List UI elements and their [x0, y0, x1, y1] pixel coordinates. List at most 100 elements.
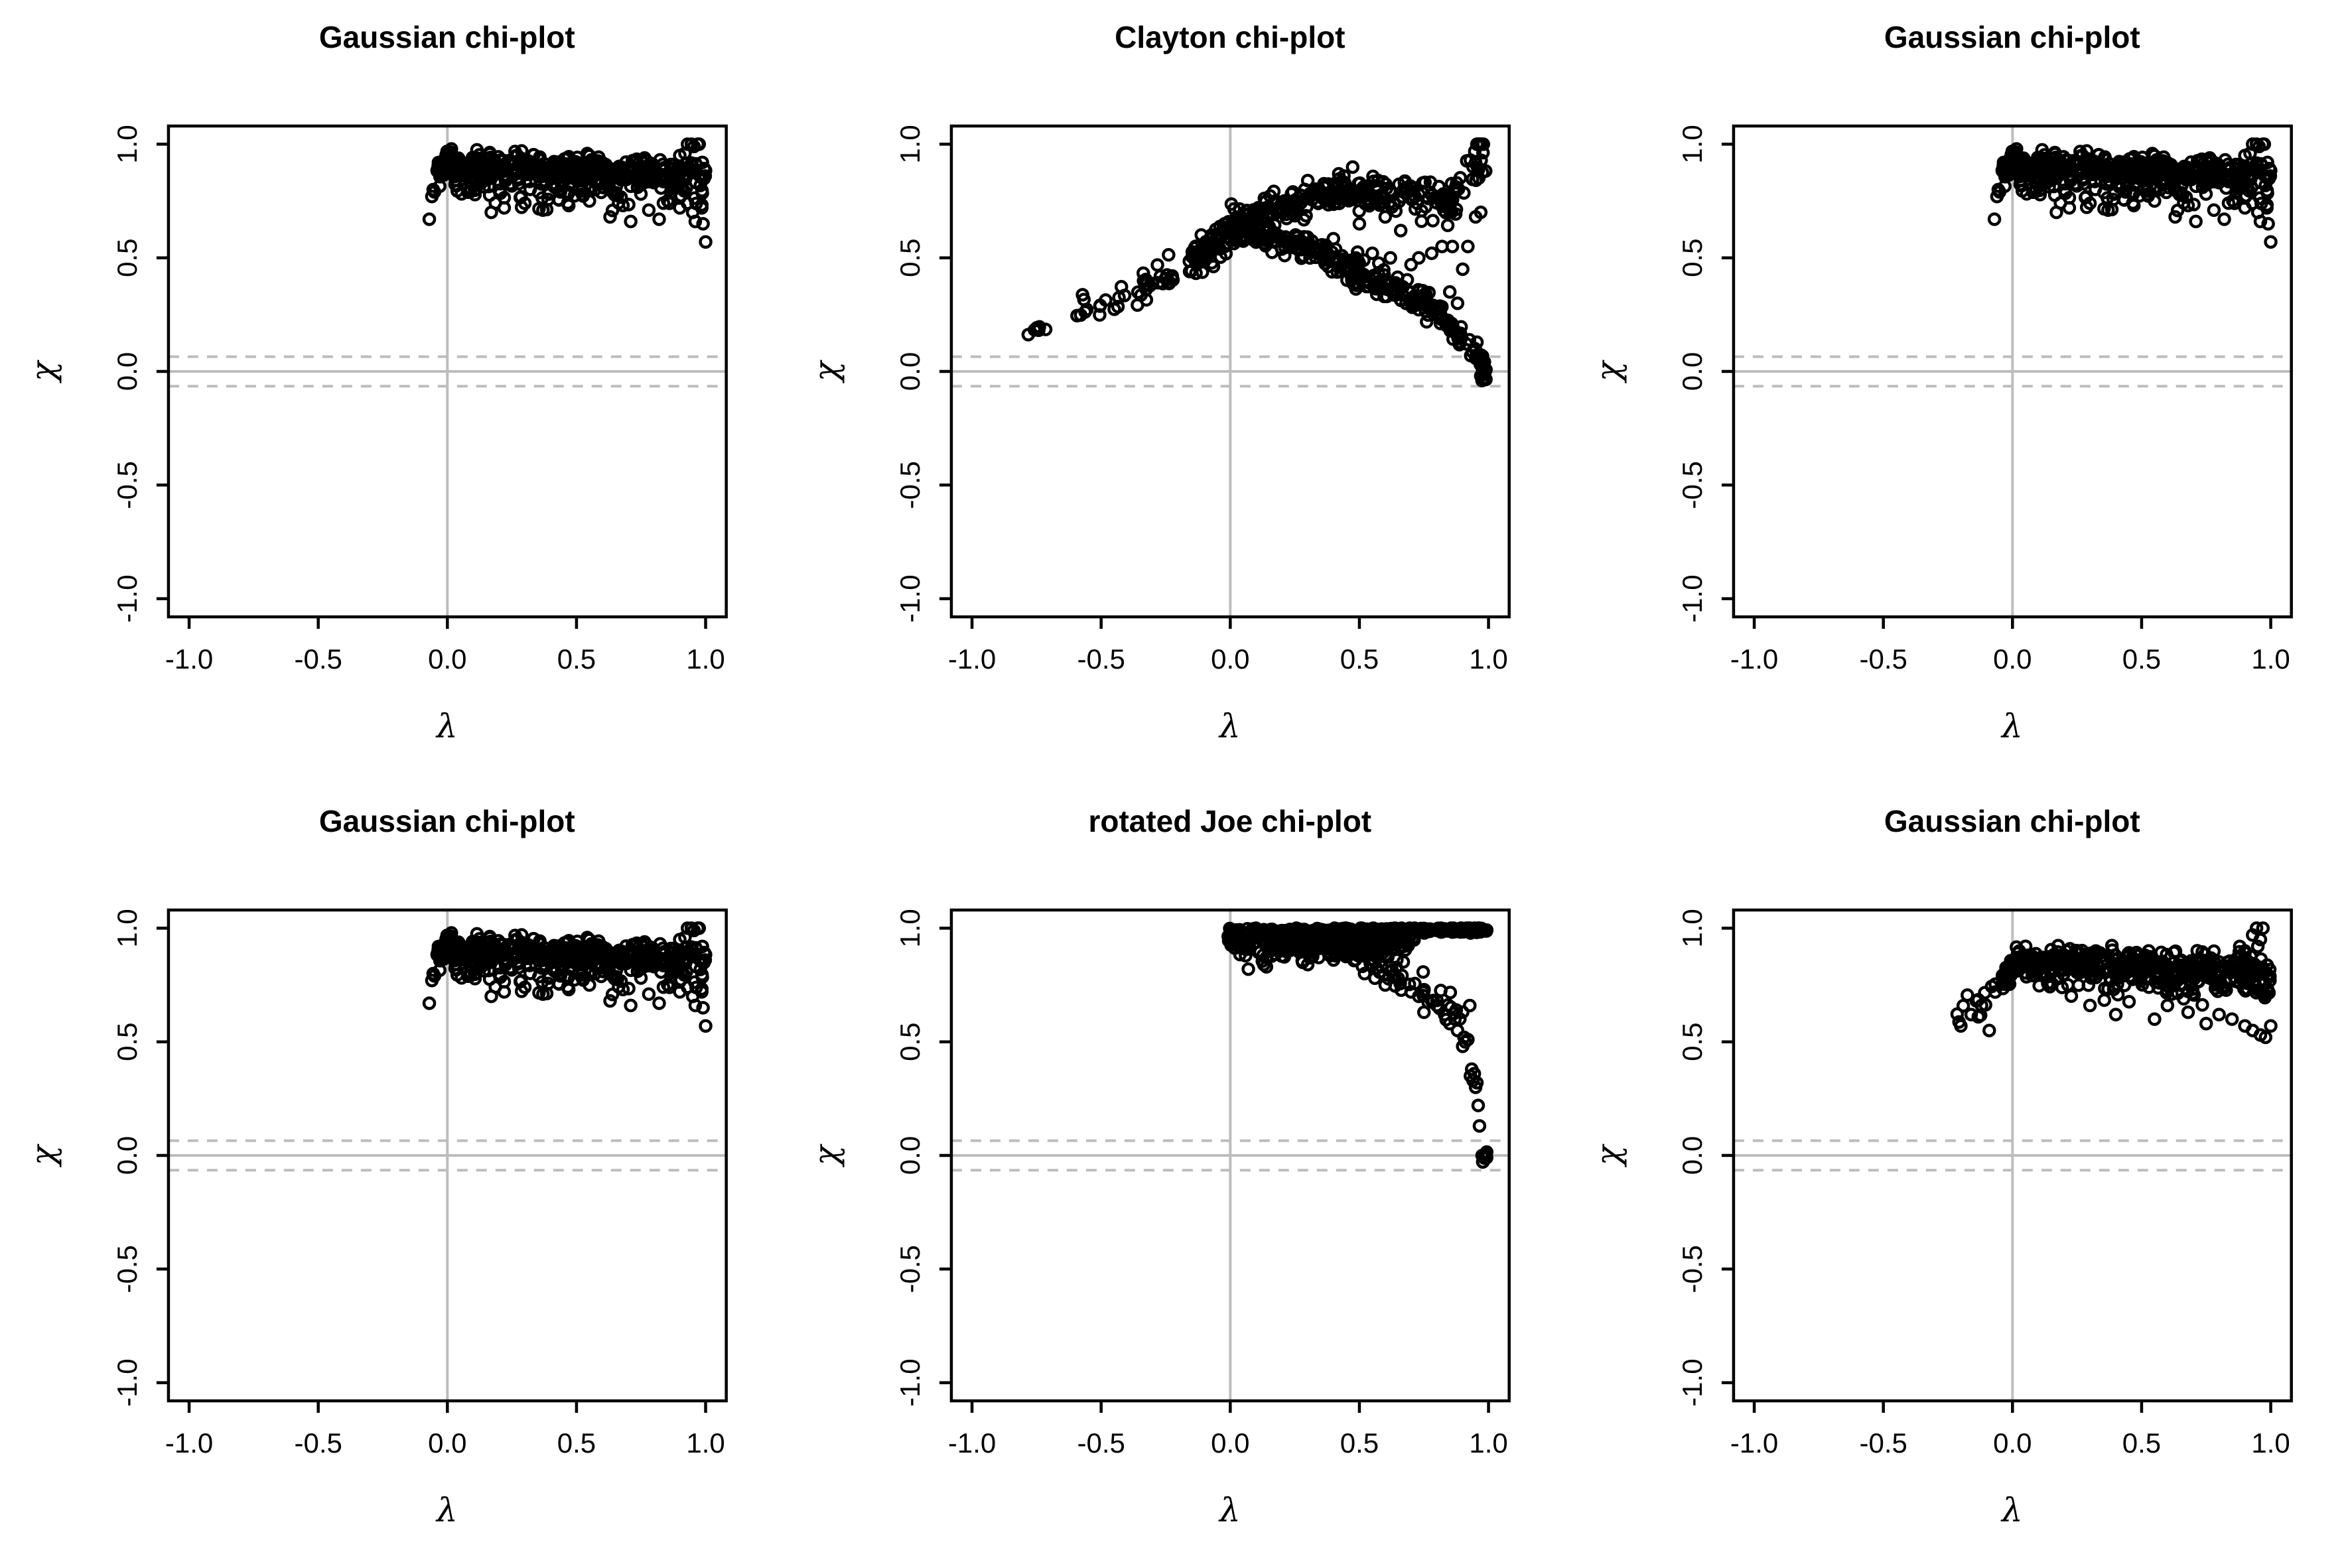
x-tick-label: 1.0 — [1469, 643, 1507, 675]
data-point — [482, 929, 497, 944]
y-tick-label: -0.5 — [894, 461, 926, 509]
data-point — [2165, 987, 2179, 1001]
x-tick-label: 1.0 — [2252, 1427, 2290, 1459]
x-axis-label: λ — [435, 1491, 458, 1530]
data-point — [441, 164, 454, 179]
points-layer — [1021, 137, 1493, 387]
data-point — [1318, 257, 1332, 271]
data-point — [2006, 962, 2020, 976]
data-point — [1426, 214, 1440, 228]
x-tick-label: 0.5 — [1340, 1427, 1378, 1459]
data-point — [579, 171, 593, 186]
chart-panel-top-left: Gaussian chi-plot λ χ -1.0 -0.5 0.0 0.5 1.0-… — [0, 0, 783, 784]
data-point — [2174, 978, 2189, 992]
data-point — [2048, 145, 2062, 160]
y-tick-label: 0.0 — [111, 352, 143, 391]
data-point — [1290, 935, 1305, 949]
data-point — [1274, 941, 1288, 955]
data-point — [2205, 172, 2219, 187]
data-point — [470, 157, 484, 171]
data-point — [1241, 942, 1255, 956]
data-point — [1362, 199, 1376, 213]
data-point — [482, 179, 496, 194]
data-point — [2258, 1030, 2273, 1045]
data-point — [1432, 180, 1446, 194]
data-point — [2144, 171, 2159, 186]
axes: -1.0 -0.5 0.0 0.5 1.0 -1.0 -0.5 0.0 0.5 1.0 — [111, 908, 728, 1459]
data-point — [1422, 922, 1437, 937]
data-point — [1241, 962, 1255, 976]
x-axis-label: λ — [1218, 707, 1241, 746]
data-point — [1249, 235, 1263, 249]
data-point — [1460, 1033, 1475, 1047]
y-tick-label: -1.0 — [1677, 574, 1708, 622]
data-point — [583, 194, 596, 208]
x-axis-label: λ — [435, 707, 458, 746]
x-tick-label: 0.0 — [428, 643, 466, 675]
data-point — [519, 157, 533, 171]
data-point — [2181, 198, 2195, 213]
data-point — [579, 947, 592, 961]
data-point — [646, 163, 661, 177]
data-point — [1445, 239, 1459, 253]
axes: -1.0 -0.5 0.0 0.5 1.0 -1.0 -0.5 0.0 0.5 1.0 — [894, 908, 1511, 1459]
data-point — [1267, 184, 1280, 198]
data-point — [2083, 998, 2097, 1013]
data-point — [2014, 952, 2029, 967]
data-point — [1378, 210, 1392, 224]
data-point — [1478, 164, 1493, 178]
data-point — [2189, 214, 2203, 229]
data-point — [2257, 137, 2272, 151]
data-point — [1265, 949, 1278, 963]
data-point — [1450, 296, 1464, 310]
chart-title: Clayton chi-plot — [1115, 20, 1345, 54]
data-point — [523, 958, 537, 972]
data-point — [1462, 998, 1477, 1013]
data-point — [2233, 945, 2246, 959]
data-point — [1440, 218, 1454, 233]
data-point — [561, 178, 576, 192]
data-point — [497, 201, 512, 215]
data-point — [678, 930, 692, 945]
data-point — [2105, 939, 2119, 952]
data-point — [1456, 186, 1471, 200]
data-point — [2132, 188, 2147, 203]
data-point — [1418, 291, 1432, 306]
y-tick-label: 0.5 — [1677, 1023, 1708, 1061]
data-point — [1468, 155, 1482, 170]
x-tick-label: -0.5 — [1077, 1427, 1125, 1459]
data-point — [2251, 939, 2265, 954]
data-point — [1275, 923, 1288, 938]
data-point — [610, 162, 625, 176]
y-tick-label: 0.0 — [1677, 352, 1708, 391]
data-point — [1416, 965, 1430, 979]
y-tick-label: -1.0 — [894, 574, 926, 622]
data-point — [541, 192, 555, 206]
data-point — [2036, 157, 2049, 171]
data-point — [2233, 939, 2247, 954]
data-point — [575, 971, 590, 986]
y-tick-label: 0.0 — [894, 1136, 926, 1175]
data-point — [1160, 268, 1174, 282]
chart-title: Gaussian chi-plot — [1884, 804, 2140, 838]
data-point — [1424, 188, 1438, 202]
data-point — [2195, 164, 2210, 179]
data-point — [1396, 954, 1410, 969]
data-point — [2212, 1008, 2227, 1021]
y-tick-label: 0.0 — [1677, 1136, 1708, 1175]
data-point — [1403, 179, 1417, 193]
data-point — [1368, 182, 1383, 196]
data-point — [579, 955, 593, 970]
data-point — [1419, 314, 1434, 329]
data-point — [1404, 257, 1418, 272]
data-point — [2260, 201, 2274, 215]
data-point — [561, 982, 576, 997]
data-point — [2185, 982, 2200, 996]
data-point — [1192, 253, 1206, 267]
data-point — [2169, 944, 2183, 958]
data-point — [518, 196, 532, 210]
data-point — [1393, 224, 1408, 237]
y-axis-label: χ — [1589, 359, 1627, 383]
x-tick-label: -1.0 — [1730, 1427, 1778, 1459]
data-point — [2073, 954, 2087, 969]
